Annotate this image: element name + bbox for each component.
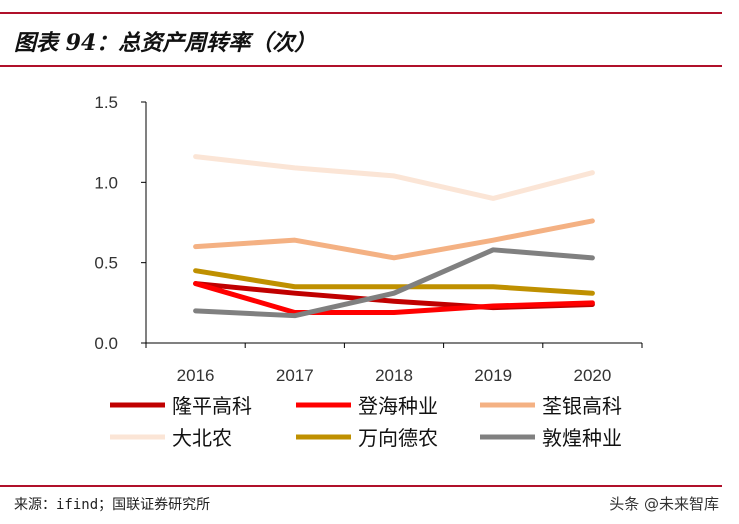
title-rule [0, 65, 722, 67]
bottom-rule [0, 485, 722, 487]
x-tick-label: 2018 [375, 366, 413, 385]
y-tick-label: 0.5 [94, 254, 118, 273]
x-tick-label: 2019 [474, 366, 512, 385]
series-line-4 [193, 154, 595, 201]
legend-label: 敦煌种业 [542, 426, 622, 450]
x-tick-label: 2020 [573, 366, 611, 385]
legend-label: 隆平高科 [172, 394, 252, 418]
source-note: 来源：ifind；国联证券研究所 [14, 497, 211, 513]
x-tick-label: 2016 [177, 366, 215, 385]
series-line-5 [193, 268, 595, 296]
x-tick-label: 2017 [276, 366, 314, 385]
legend-label: 大北农 [172, 426, 232, 450]
line-chart: 0.0 0.5 1.0 1.5 2016 2017 2018 2019 2020 隆平高科 登海种业… [94, 93, 643, 450]
y-tick-label: 0.0 [94, 334, 118, 353]
y-tick-label: 1.5 [94, 93, 118, 112]
legend-label: 荃银高科 [542, 394, 622, 418]
watermark: 头条 @未来智库 [609, 495, 719, 513]
chart-title: 图表 94：总资产周转率（次） [14, 30, 317, 56]
top-rule [0, 12, 722, 14]
series-line-6 [193, 247, 595, 319]
legend-label: 万向德农 [358, 426, 438, 450]
legend-label: 登海种业 [358, 394, 438, 418]
series-line-3 [193, 218, 595, 261]
series-line-2 [193, 281, 595, 315]
y-tick-label: 1.0 [94, 173, 118, 192]
